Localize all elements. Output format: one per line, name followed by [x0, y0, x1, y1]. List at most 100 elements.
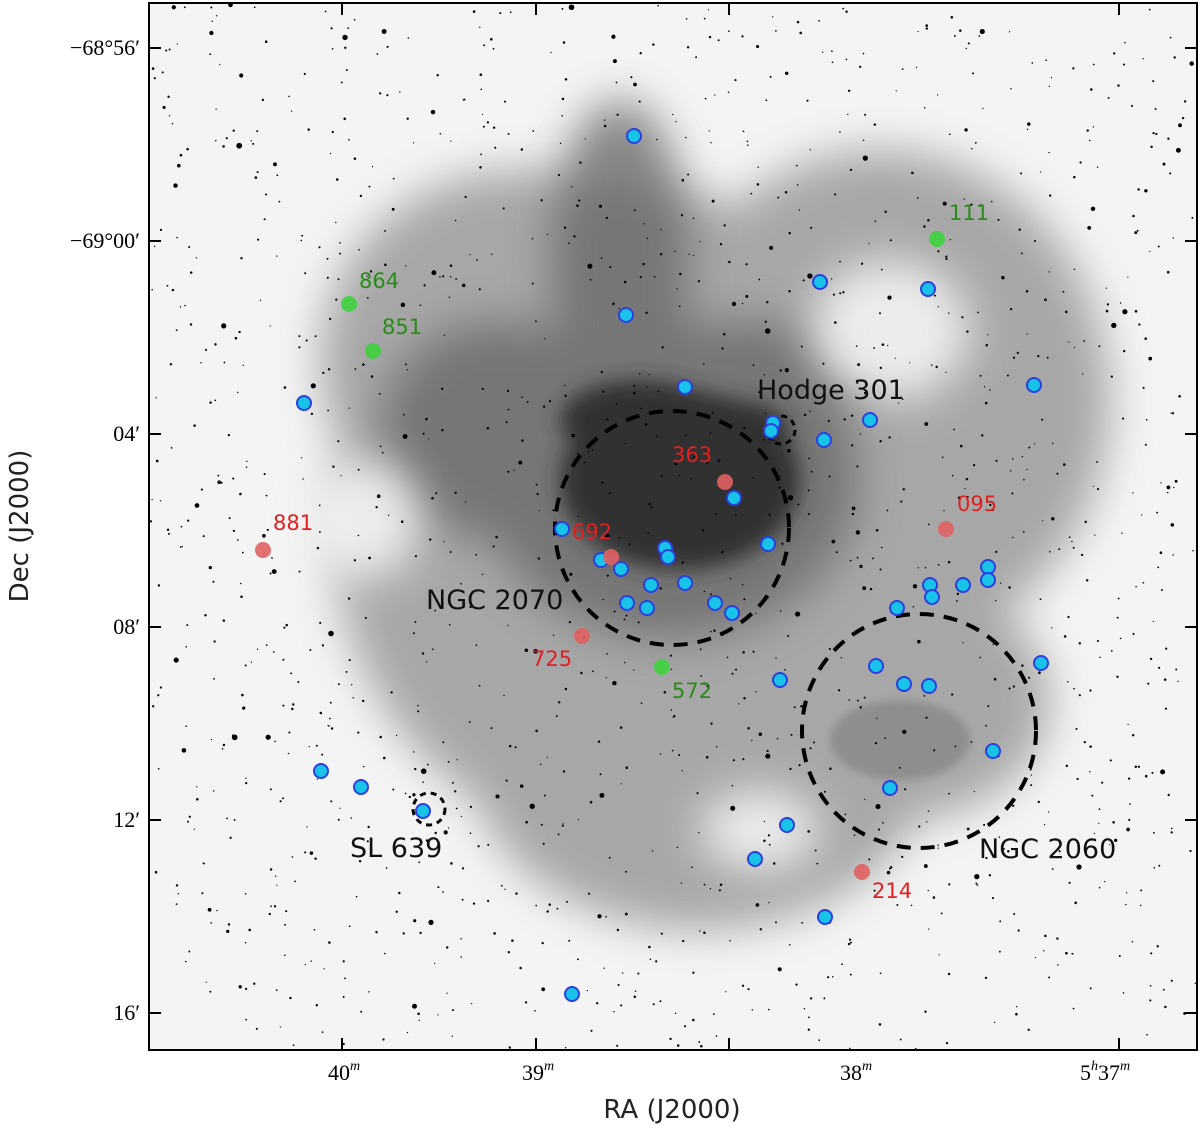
field-star [1148, 8, 1151, 11]
field-star [204, 348, 208, 351]
field-star [1090, 88, 1093, 91]
field-star [830, 278, 833, 280]
field-star [698, 832, 700, 834]
field-star [1109, 759, 1112, 762]
field-star [775, 657, 777, 659]
field-star [917, 567, 919, 569]
field-star [519, 784, 524, 788]
field-star [972, 463, 976, 467]
field-star [337, 440, 340, 443]
field-star [479, 166, 482, 169]
field-star [266, 528, 269, 532]
field-star [700, 1045, 703, 1048]
field-star [685, 136, 687, 139]
field-star [362, 699, 365, 703]
field-star [561, 824, 564, 827]
field-star [194, 503, 200, 508]
field-star [615, 81, 618, 84]
field-star [370, 375, 374, 378]
field-star [806, 99, 809, 102]
field-star [638, 100, 641, 103]
field-star [822, 51, 824, 53]
field-star [837, 689, 841, 692]
region-circle-ngc2060 [800, 612, 1038, 850]
field-star [670, 709, 673, 711]
field-star [1089, 770, 1091, 773]
field-star [506, 389, 510, 393]
star-marker-851 [365, 343, 381, 359]
field-star [879, 366, 882, 370]
field-star [291, 707, 294, 711]
field-star [452, 781, 454, 784]
field-star [273, 905, 277, 908]
field-star [917, 30, 919, 33]
field-star [210, 922, 213, 924]
field-star [1012, 804, 1015, 807]
field-star [451, 1009, 455, 1012]
field-star [1034, 240, 1036, 242]
field-star [977, 311, 979, 314]
field-star [1142, 386, 1145, 389]
field-star [768, 843, 771, 846]
field-star [756, 183, 760, 186]
field-star [831, 50, 833, 53]
field-star [851, 506, 856, 511]
field-star [763, 439, 765, 441]
field-star [161, 71, 164, 74]
field-star [395, 734, 398, 737]
field-star [447, 760, 450, 763]
field-star [511, 939, 514, 942]
field-star [188, 950, 191, 953]
field-star [1012, 536, 1014, 539]
field-star [809, 997, 813, 1000]
field-star [432, 648, 434, 651]
field-star [1189, 61, 1194, 66]
field-star [989, 503, 992, 507]
field-star [348, 407, 350, 409]
field-star [995, 599, 997, 602]
field-star [1159, 551, 1163, 554]
field-star [328, 630, 334, 637]
field-star [738, 703, 740, 705]
field-star [742, 758, 745, 761]
star-label-881: 881 [273, 511, 313, 535]
field-star [991, 508, 994, 512]
field-star [839, 292, 842, 295]
field-star [850, 414, 854, 417]
field-star [758, 391, 761, 394]
field-star [672, 113, 674, 116]
field-star [731, 784, 734, 787]
field-star [1141, 514, 1143, 516]
field-star [1043, 824, 1046, 826]
field-star [337, 683, 340, 686]
field-star [763, 839, 766, 843]
field-star [875, 804, 881, 810]
field-star [879, 568, 882, 571]
field-star [1153, 866, 1156, 869]
field-star [834, 193, 837, 196]
field-star [840, 657, 843, 659]
blue-star-marker [760, 536, 776, 552]
field-star [845, 10, 848, 13]
y-axis-title: Dec (J2000) [5, 450, 35, 603]
field-star [672, 716, 675, 719]
field-star [381, 29, 387, 34]
field-star [478, 288, 481, 291]
field-star [1130, 104, 1134, 108]
field-star [487, 843, 490, 846]
field-star [997, 218, 1000, 221]
field-star [924, 422, 929, 426]
field-star [894, 357, 896, 359]
field-star [1158, 864, 1161, 867]
field-star [699, 648, 702, 651]
field-star [898, 766, 901, 769]
field-star [1037, 354, 1040, 358]
field-star [743, 426, 746, 430]
field-star [443, 830, 448, 835]
field-star [460, 956, 462, 958]
field-star [732, 759, 735, 762]
field-star [653, 275, 656, 278]
field-star [682, 939, 685, 943]
field-star [231, 734, 238, 741]
field-star [979, 29, 985, 35]
